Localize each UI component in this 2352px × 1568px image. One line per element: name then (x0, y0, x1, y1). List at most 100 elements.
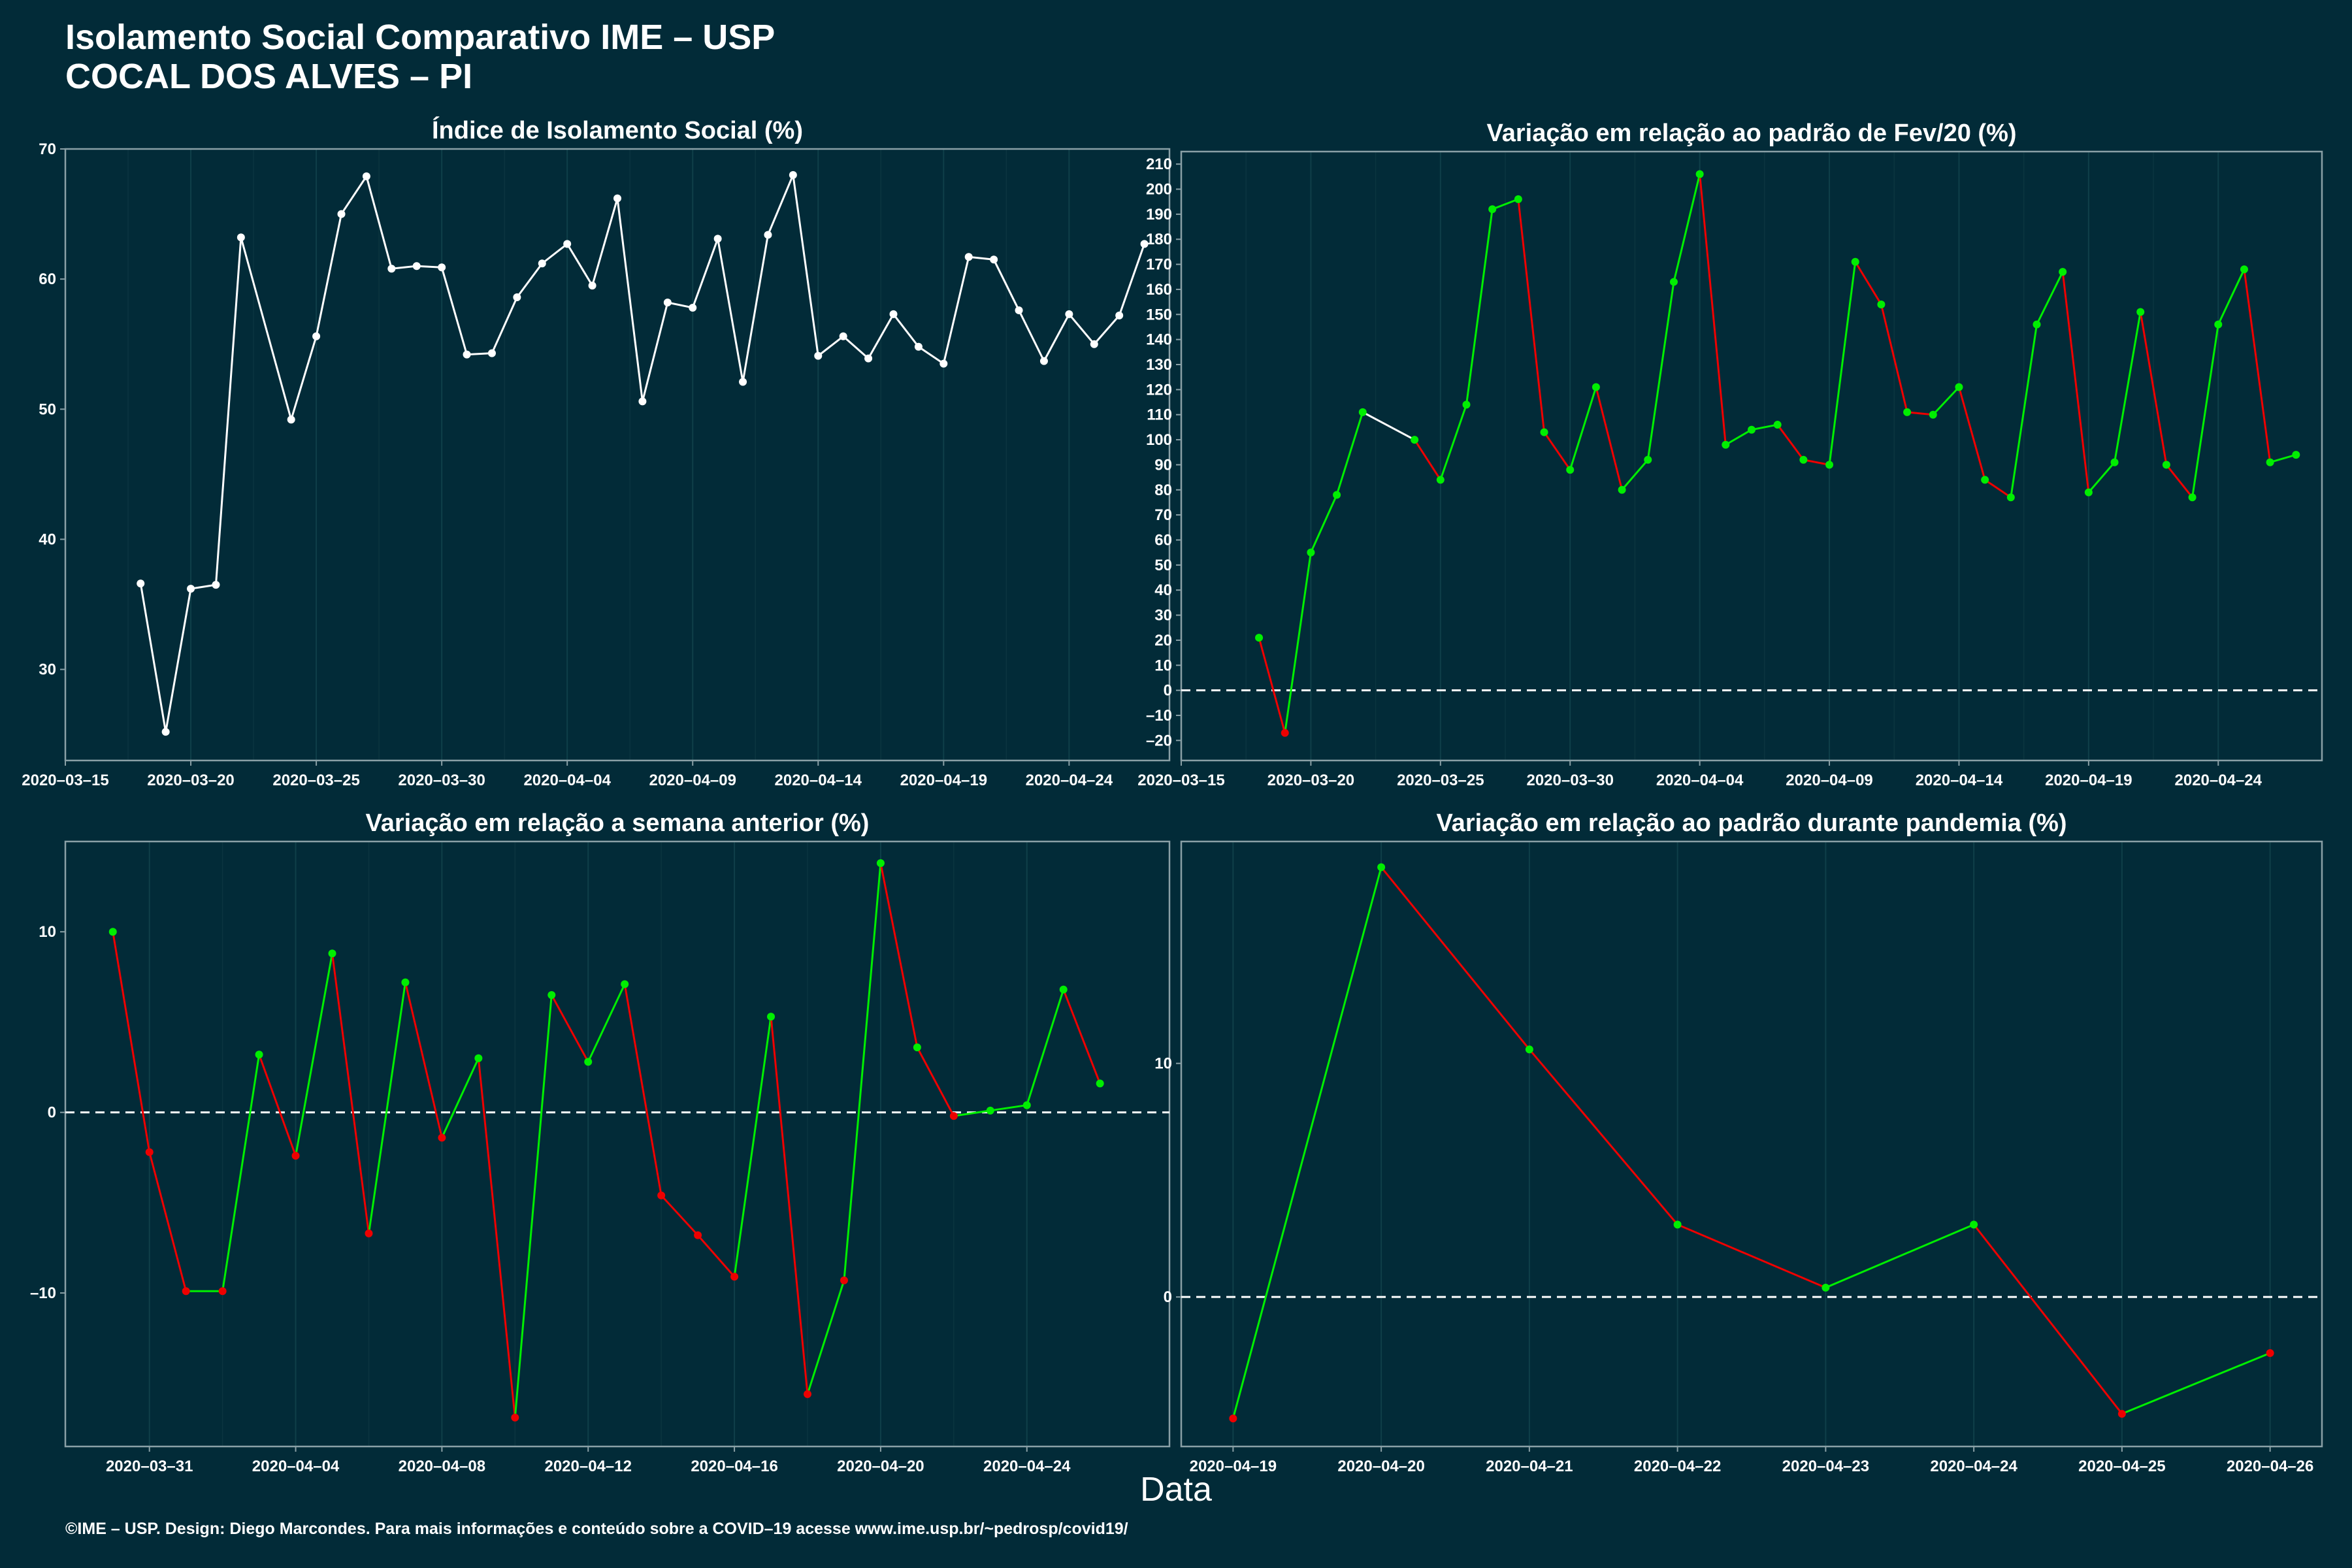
y-tick-label: 80 (1154, 482, 1172, 499)
data-point (1333, 491, 1341, 499)
x-tick-label: 2020–04–22 (1634, 1458, 1721, 1475)
x-tick-label: 2020–03–30 (1526, 772, 1613, 789)
series-segment (240, 237, 293, 420)
data-point (1525, 1045, 1533, 1054)
data-point (914, 342, 923, 351)
data-point (1955, 383, 1963, 391)
data-point (182, 1287, 190, 1296)
x-tick-label: 2020–04–16 (691, 1458, 777, 1475)
data-point (312, 332, 321, 340)
series-segment (1439, 404, 1467, 480)
series-segment (2191, 324, 2219, 498)
series-segment (1972, 1224, 2123, 1414)
y-tick-label: 190 (1146, 206, 1172, 223)
series-segment (541, 243, 568, 265)
series-segment (1062, 989, 1102, 1084)
data-point (511, 1413, 519, 1422)
series-segment (1984, 479, 2012, 498)
data-point (401, 978, 410, 987)
series-segment (1595, 387, 1624, 491)
data-point (764, 231, 772, 239)
data-point (1514, 195, 1522, 203)
series-segment (1932, 386, 1960, 416)
y-tick-label: 60 (39, 270, 56, 288)
series-segment (477, 1058, 516, 1418)
series-segment (968, 255, 994, 261)
series-segment (691, 238, 719, 308)
data-point (161, 728, 170, 736)
series-segment (591, 198, 619, 286)
x-tick-label: 2020–04–24 (1026, 772, 1113, 789)
series-segment (365, 176, 393, 269)
y-tick-label: 0 (1164, 1288, 1172, 1306)
data-point (986, 1106, 994, 1115)
panel-title: Variação em relação ao padrão de Fev/20 … (1486, 120, 2016, 147)
series-segment (867, 314, 894, 359)
data-point (864, 354, 873, 363)
data-point (767, 1013, 776, 1021)
data-point (365, 1229, 373, 1237)
series-segment (514, 994, 553, 1418)
series-segment (918, 346, 945, 365)
x-tick-label: 2020–04–20 (837, 1458, 924, 1475)
data-point (1255, 634, 1264, 642)
data-point (840, 1276, 848, 1284)
panel-title: Variação em relação ao padrão durante pa… (1436, 809, 2066, 837)
series-segment (641, 302, 669, 402)
data-point (1436, 476, 1445, 484)
y-tick-label: 130 (1146, 356, 1172, 374)
y-tick-label: 200 (1146, 181, 1172, 199)
data-point (1929, 410, 1937, 419)
data-point (1981, 476, 1989, 484)
series-segment (696, 1234, 736, 1278)
y-tick-label: 210 (1146, 155, 1172, 173)
data-point (1722, 440, 1730, 449)
panel-title: Índice de Isolamento Social (%) (432, 116, 803, 144)
data-point (1039, 357, 1048, 365)
y-tick-label: 30 (1154, 607, 1172, 625)
series-segment (315, 214, 342, 337)
data-point (1090, 340, 1098, 348)
data-point (1377, 863, 1386, 872)
series-segment (416, 265, 442, 269)
data-point (1059, 985, 1068, 994)
series-segment (491, 297, 518, 354)
data-point (1748, 425, 1756, 434)
x-tick-label: 2020–04–25 (2078, 1458, 2165, 1475)
series-segment (404, 982, 443, 1138)
figure-subtitle: COCAL DOS ALVES – PI (65, 57, 473, 96)
x-tick-label: 2020–04–09 (649, 772, 736, 789)
series-segment (1828, 261, 1857, 465)
data-point (438, 263, 446, 272)
y-tick-label: 0 (1164, 682, 1172, 700)
x-tick-label: 2020–04–24 (983, 1458, 1071, 1475)
x-tick-label: 2020–04–21 (1486, 1458, 1573, 1475)
y-tick-label: 0 (48, 1104, 56, 1122)
y-tick-label: 110 (1147, 406, 1172, 424)
y-tick-label: 50 (39, 400, 56, 418)
data-point (1281, 728, 1289, 737)
series-segment (1543, 431, 1571, 470)
data-point (584, 1058, 593, 1066)
data-point (2006, 493, 2015, 502)
y-tick-label: 10 (1154, 657, 1172, 674)
x-tick-label: 2020–04–20 (1337, 1458, 1424, 1475)
data-point (2266, 458, 2274, 466)
series-segment (1673, 174, 1701, 282)
y-tick-label: 160 (1146, 281, 1172, 299)
data-point (1307, 548, 1315, 557)
series-segment (1018, 310, 1045, 362)
series-segment (2139, 312, 2168, 465)
series-segment (2114, 312, 2142, 463)
data-point (1669, 278, 1678, 286)
y-tick-label: 180 (1146, 231, 1172, 248)
data-point (2110, 458, 2119, 466)
series-segment (1528, 1049, 1678, 1226)
panel-border (64, 840, 1171, 1448)
y-tick-label: –10 (1146, 707, 1172, 725)
x-tick-label: 2020–03–20 (147, 772, 234, 789)
series-segment (1854, 261, 1882, 305)
data-point (1903, 408, 1912, 416)
y-tick-label: 170 (1146, 256, 1172, 274)
